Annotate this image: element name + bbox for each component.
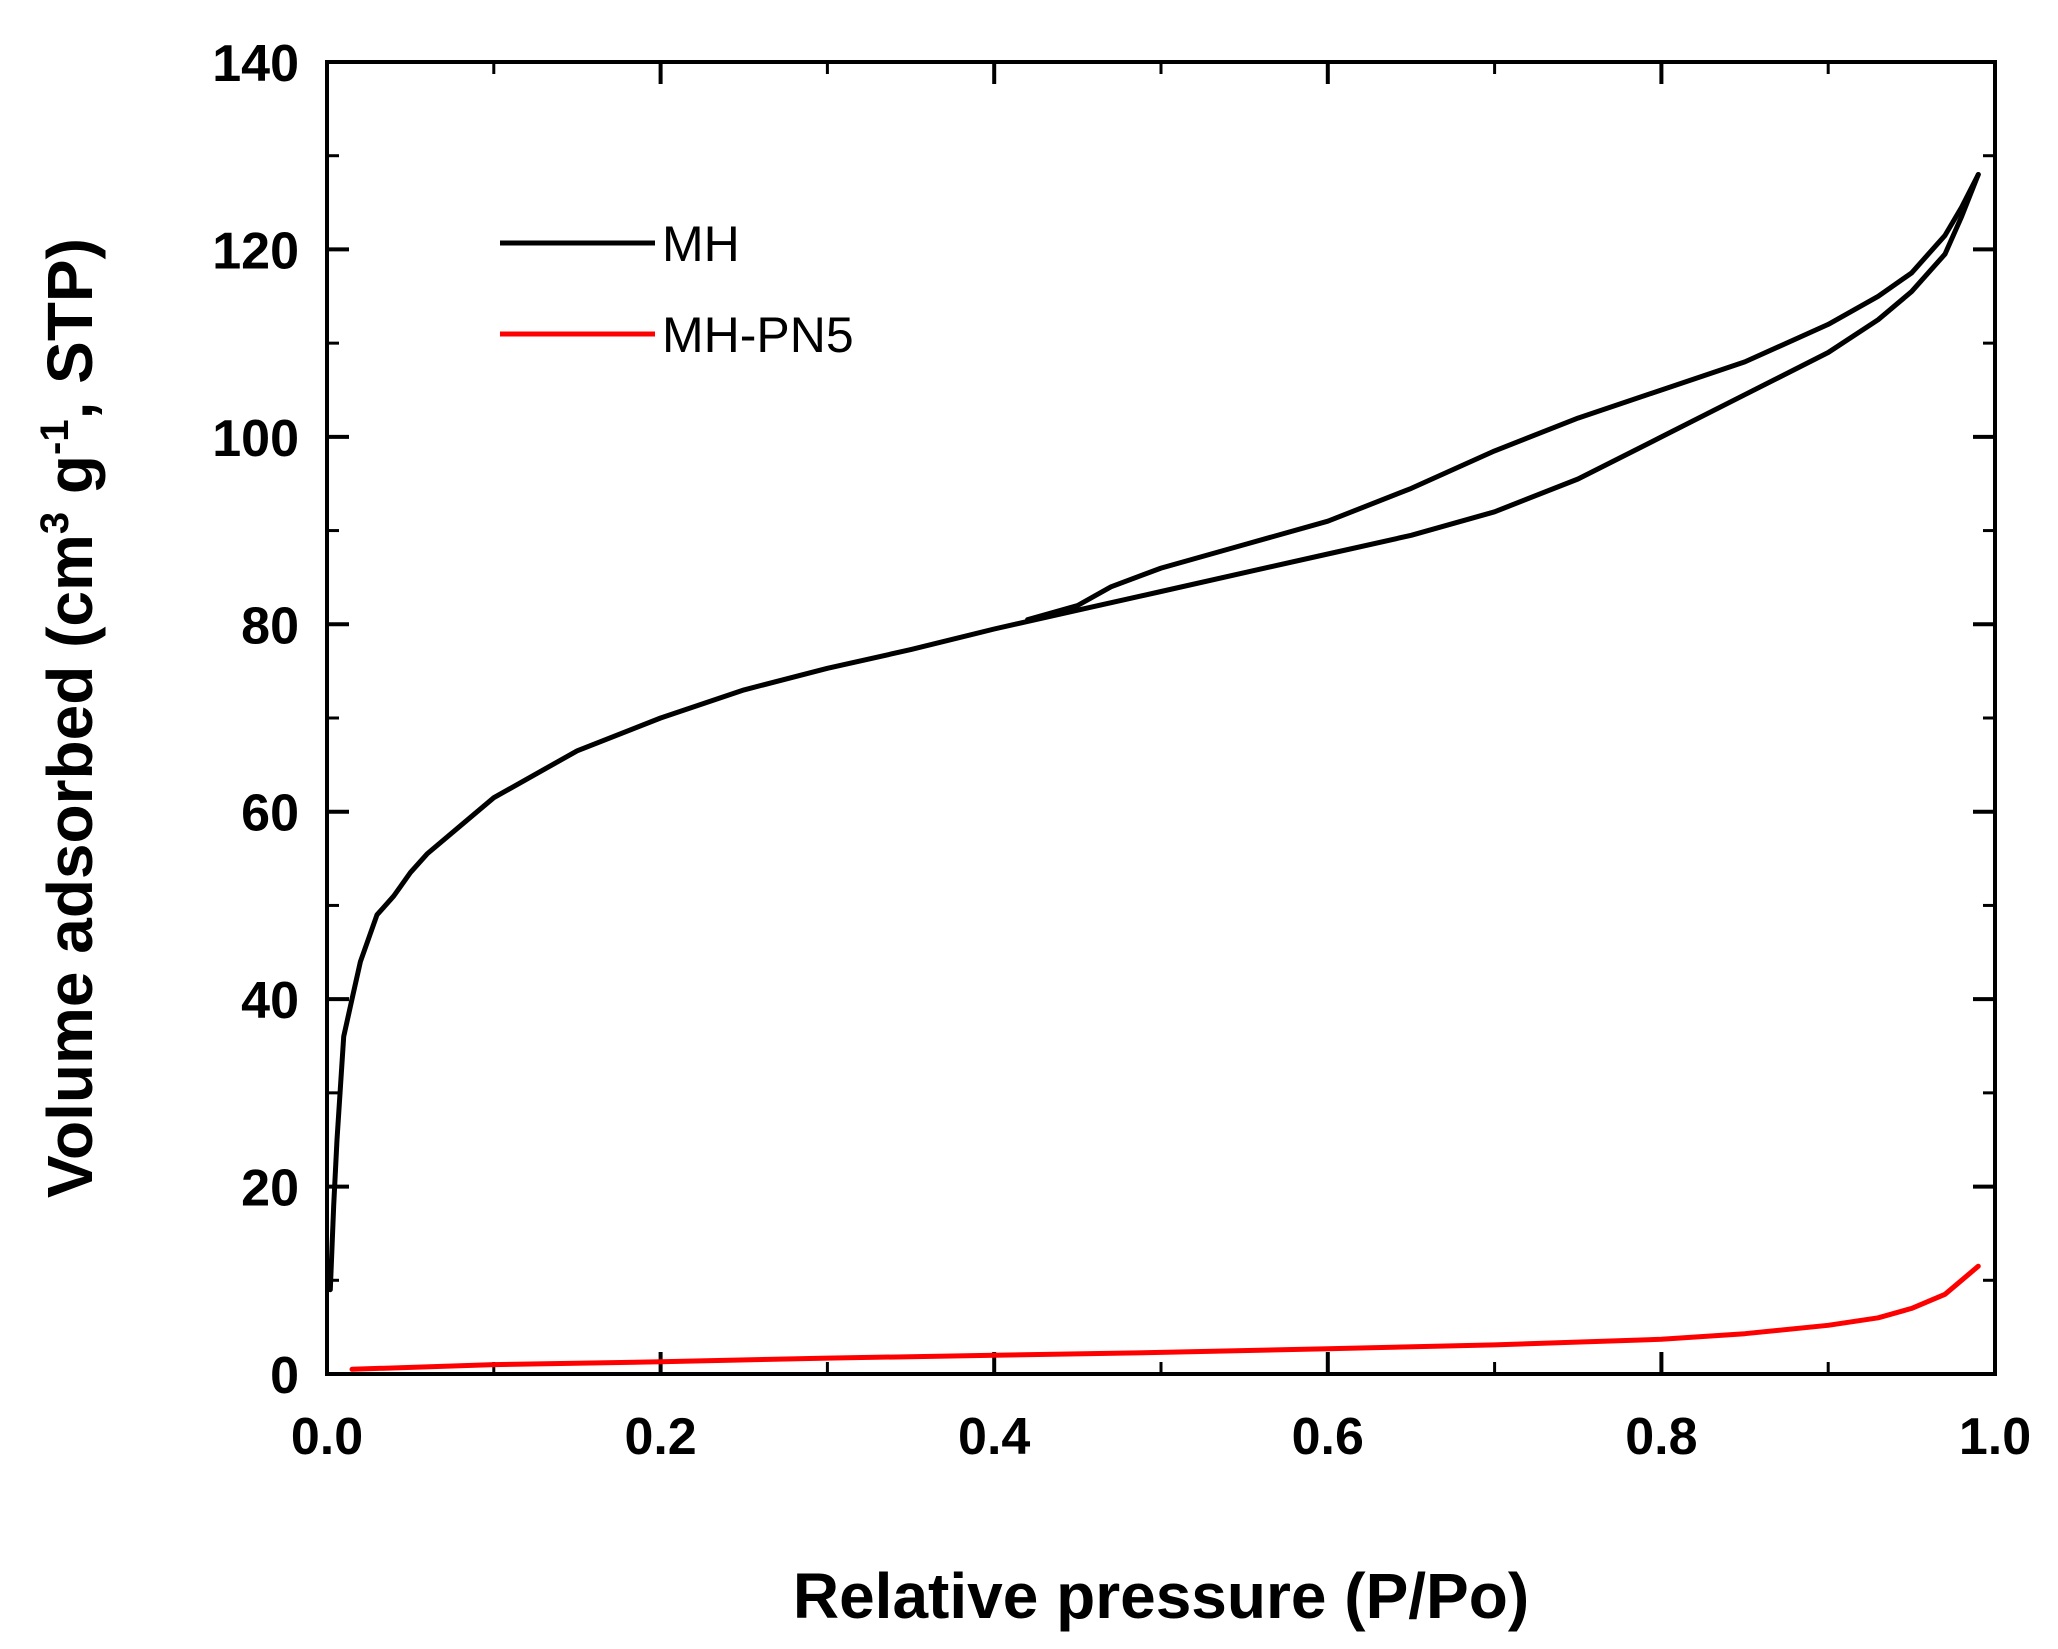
series-mh-line xyxy=(327,172,1981,1293)
y-axis-title: Volume adsorbed (cm3 g-1, STP) xyxy=(33,238,106,1198)
y-tick-label: 60 xyxy=(241,785,299,843)
y-axis-title-part: , STP) xyxy=(34,238,106,419)
y-tick-label: 0 xyxy=(270,1347,299,1405)
y-axis-title-superscript: 3 xyxy=(33,512,77,534)
x-tick-label: 0.0 xyxy=(291,1408,363,1466)
x-axis-title: Relative pressure (P/Po) xyxy=(793,1560,1529,1632)
series-mh-desorption-line xyxy=(1025,172,1981,623)
y-axis-title-superscript: -1 xyxy=(33,419,77,455)
y-axis-title-part: g xyxy=(34,455,106,512)
y-axis-title-part: Volume adsorbed (cm xyxy=(34,534,106,1198)
series-mh-pn5-line xyxy=(349,1263,1981,1372)
axis-ticks: 0.0 0.2 0.4 0.6 0.8 1.0 0 20 40 60 80 100 120 140 xyxy=(212,35,2031,1466)
plot-frame xyxy=(325,60,1997,1376)
x-tick-label: 1.0 xyxy=(1959,1408,2031,1466)
x-tick-label: 0.2 xyxy=(624,1408,696,1466)
x-tick-label: 0.8 xyxy=(1625,1408,1697,1466)
y-tick-label: 20 xyxy=(241,1160,299,1218)
x-tick-label: 0.6 xyxy=(1292,1408,1364,1466)
y-tick-label: 120 xyxy=(212,222,299,280)
legend-label-mh-pn5: MH-PN5 xyxy=(662,307,854,363)
y-tick-label: 80 xyxy=(241,597,299,655)
y-tick-label: 40 xyxy=(241,972,299,1030)
legend: MH MH-PN5 xyxy=(500,216,854,363)
x-tick-label: 0.4 xyxy=(958,1408,1030,1466)
series-lines xyxy=(327,172,1981,1372)
y-tick-label: 100 xyxy=(212,410,299,468)
legend-label-mh: MH xyxy=(662,216,740,272)
y-tick-label: 140 xyxy=(212,35,299,93)
